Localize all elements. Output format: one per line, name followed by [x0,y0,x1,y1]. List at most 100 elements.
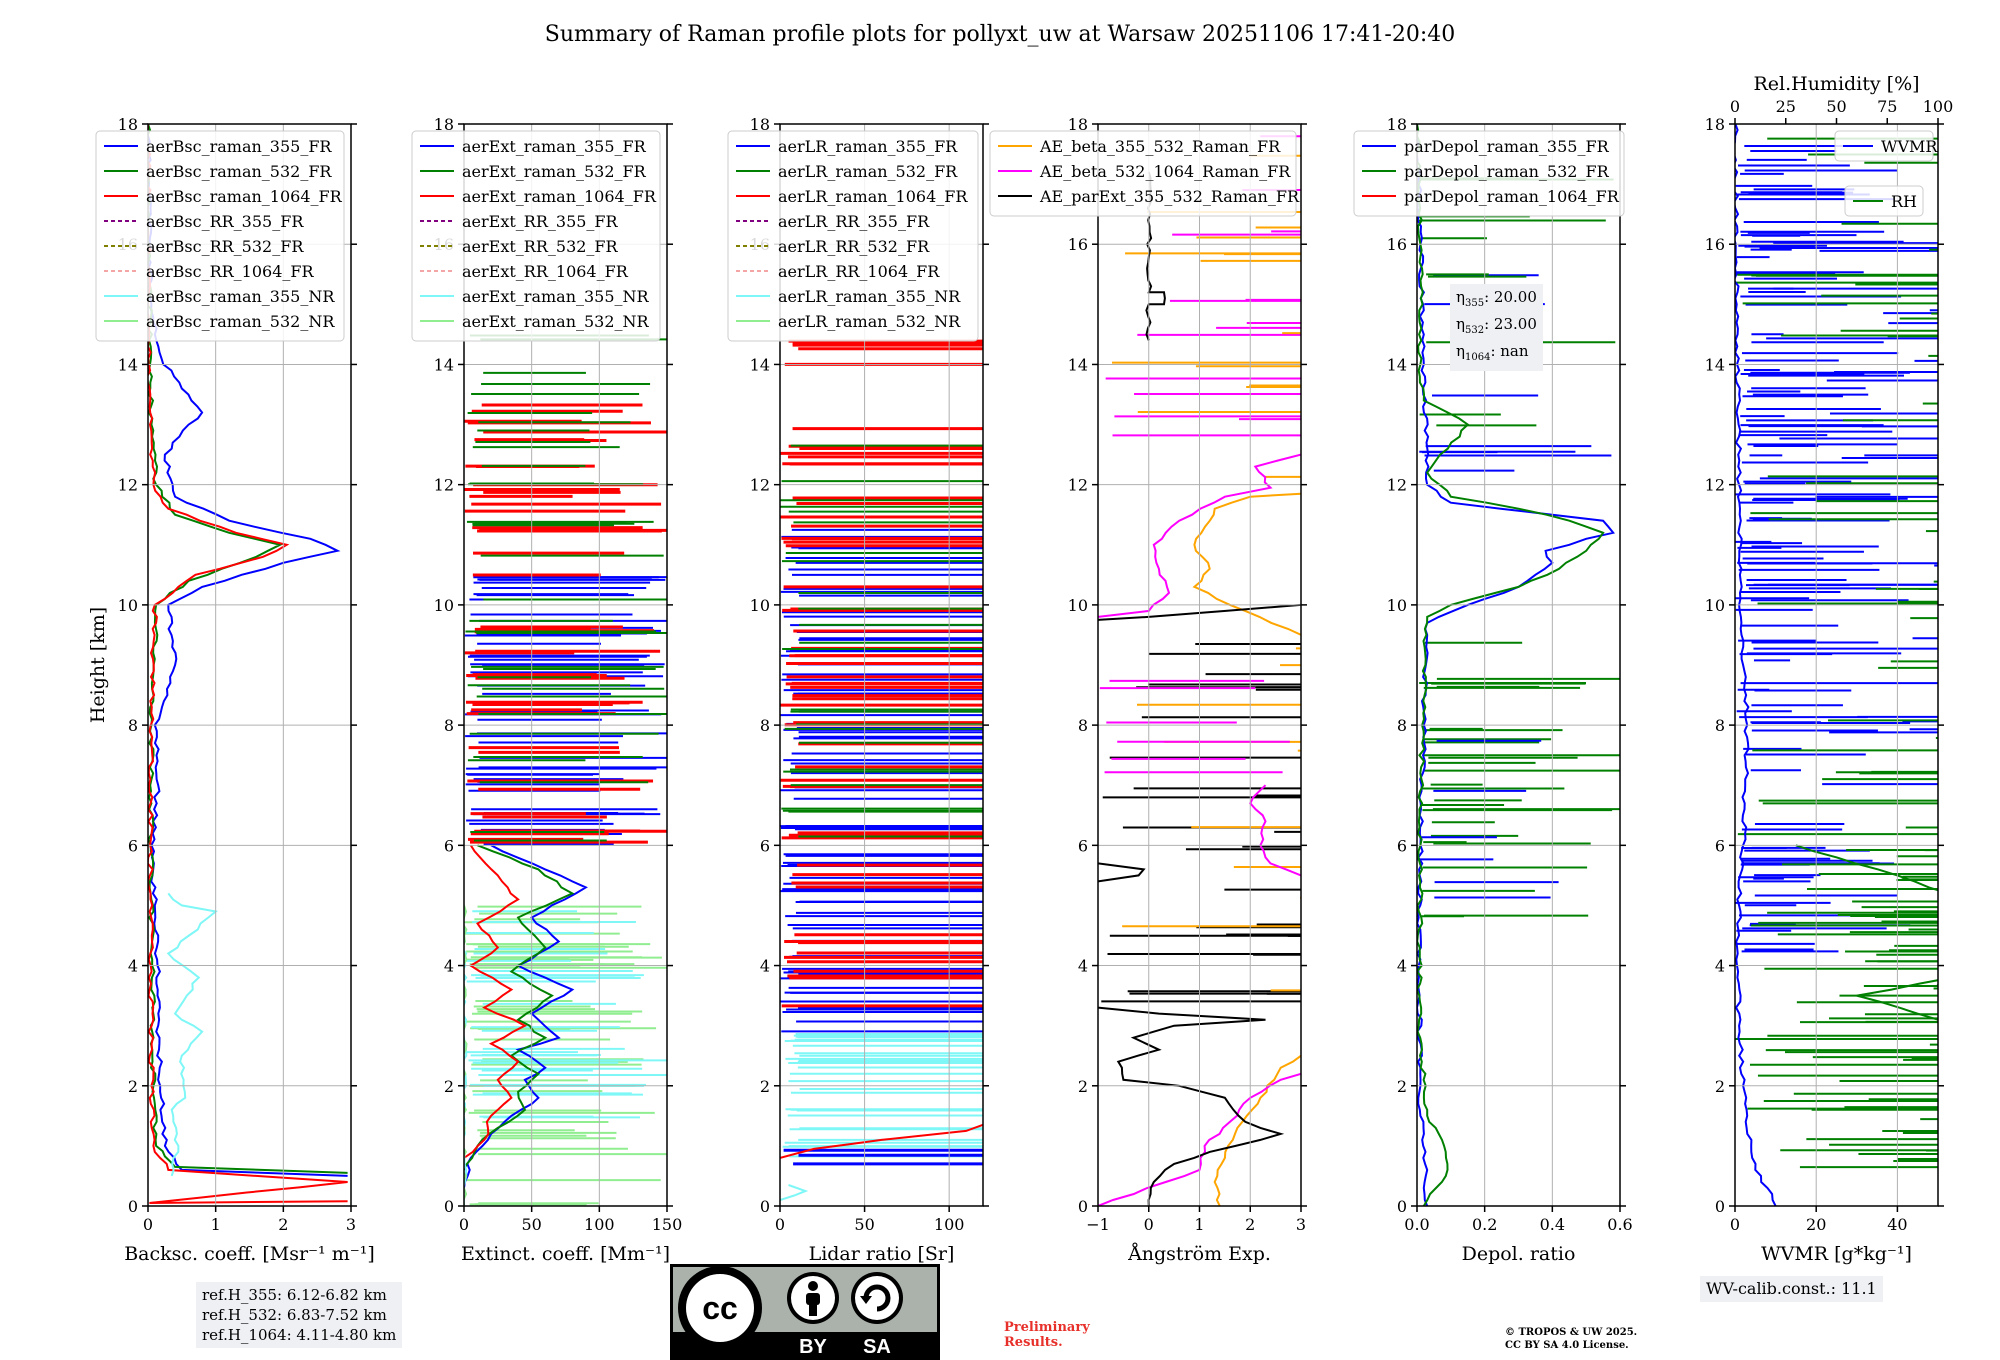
wv-calibration-box: WV-calib.const.: 11.1 [1700,1276,1883,1302]
artifact-lines-2 [782,1033,983,1158]
y-tick-label: 10 [750,596,770,615]
x-tick-label: 2 [1245,1215,1255,1234]
artifact-lines-2 [784,339,983,366]
y-tick-label: 6 [1715,836,1725,855]
series-group-depol [1417,124,1615,1206]
badge-sa-label: SA [863,1336,891,1358]
y-tick-label: 18 [1705,115,1725,134]
copyright-line-2: CC BY SA 4.0 License. [1505,1340,1629,1351]
cc-logo-icon: cc [678,1266,762,1350]
y-tick-label: 4 [444,957,454,976]
legend-lr: aerLR_raman_355_FR aerLR_raman_532_FR aerL… [727,130,979,342]
legend-label: aerExt_raman_1064_FR [462,187,657,206]
eta-box: η355: 20.00 η532: 23.00 η1064: nan [1450,284,1543,371]
preliminary-line-2: Results. [1004,1335,1063,1350]
series-WVMR [1735,124,1777,1206]
y-axis-label: Height [km] [87,607,109,723]
y-tick-label: 8 [128,716,138,735]
copyright-note: © TROPOS & UW 2025. CC BY SA 4.0 License… [1505,1326,1637,1352]
legend-label: aerExt_raman_355_FR [462,137,647,156]
badge-by-label: BY [799,1336,827,1358]
y-tick-label: 12 [750,476,770,495]
legend-box [411,130,661,342]
share-alike-icon [851,1272,903,1324]
figure-title: Summary of Raman profile plots for polly… [544,22,1456,47]
series-AE_beta_532_1064_Raman_FR [1098,453,1301,618]
y-tick-label: 14 [1068,355,1088,374]
legend-label: aerBsc_raman_355_FR [146,137,332,156]
legend-ext: aerExt_raman_355_FR aerExt_raman_532_FRae… [411,130,661,342]
cc-license-badge[interactable]: cc BY SA [670,1264,940,1360]
legend-label: aerBsc_raman_532_FR [146,162,332,181]
series-aerExt_raman_532_FR [464,844,575,1171]
x-tick-label: 0 [459,1215,469,1234]
x-axis-label: Backsc. coeff. [Msr⁻¹ m⁻¹] [124,1243,375,1265]
legend-label: RH [1891,192,1917,211]
y-tick-label: 2 [128,1077,138,1096]
legend-label: aerBsc_RR_355_FR [146,212,304,231]
eta-1064: η1064: nan [1456,342,1529,363]
axes-frame [1416,123,1621,1207]
y-tick-label: 6 [760,836,770,855]
ref-height-532: ref.H_532: 6.83-7.52 km [202,1306,387,1324]
axes-frame [463,123,668,1207]
axes-frame [779,123,984,1207]
legend-wv: WVMR RH [1834,130,1938,217]
y-tick-label: 10 [1068,596,1088,615]
series-group-wv [1735,124,1938,1206]
y-tick-label: 2 [444,1077,454,1096]
x-tick-label: 100 [934,1215,965,1234]
x-tick-label: 0.0 [1404,1215,1429,1234]
x-tick-label: 0.2 [1472,1215,1497,1234]
y-tick-label: 2 [1078,1077,1088,1096]
y-tick-label: 18 [1387,115,1407,134]
artifact-lines-2 [783,1148,983,1166]
legend-box [1844,185,1924,217]
artifact-lines-4 [1417,739,1559,899]
artifact-lines-3 [1099,679,1290,774]
legend-label: AE_parExt_355_532_Raman_FR [1039,187,1300,206]
artifact-lines-4 [1419,641,1620,918]
preliminary-line-1: Preliminary [1004,1320,1090,1335]
x-tick-label: 0 [143,1215,153,1234]
y-tick-label: 2 [1715,1077,1725,1096]
y-tick-label: 18 [750,115,770,134]
legend-label: aerBsc_raman_532_NR [146,312,335,331]
y-tick-label: 4 [128,957,138,976]
artifact-lines-2 [780,427,983,1008]
legend-label: AE_beta_532_1064_Raman_FR [1039,162,1291,181]
artifact-lines-1 [464,403,667,844]
axes-frame [1734,123,1939,1207]
series-parDepol_raman_532_FR [1417,124,1605,1206]
x-tick-label: 150 [652,1215,683,1234]
y-tick-label: 6 [1397,836,1407,855]
y-tick-label: 0 [1397,1197,1407,1216]
series-aerExt_raman_1064_FR [464,844,528,1159]
series-AE_parExt_355_532_Raman_FR [1098,862,1146,883]
y-tick-label: 4 [760,957,770,976]
y-tick-label: 8 [1715,716,1725,735]
series-aerBsc_raman_1064_FR [148,124,348,1204]
legend-box [727,130,979,342]
y-tick-label: 16 [1705,235,1725,254]
x-tick-label: 40 [1887,1215,1907,1234]
y-tick-label: 2 [760,1077,770,1096]
y-tick-label: 0 [760,1197,770,1216]
legend-label: aerLR_raman_532_FR [778,162,958,181]
legend-label: aerLR_RR_532_FR [778,237,930,256]
y-tick-label: 0 [128,1197,138,1216]
y-tick-label: 2 [1397,1077,1407,1096]
y-tick-label: 18 [434,115,454,134]
y-tick-label: 14 [1387,355,1407,374]
series-aerLR_raman_355_NR [780,1184,809,1201]
y-tick-label: 0 [1078,1197,1088,1216]
x-tick-label: 20 [1806,1215,1826,1234]
x-tick-label: 1 [1194,1215,1204,1234]
x-tick-label: 0 [775,1215,785,1234]
legend-label: aerExt_raman_532_FR [462,162,647,181]
series-AE_beta_355_532_Raman_FR [1213,1054,1301,1206]
y-tick-label: 0 [1715,1197,1725,1216]
legend-label: aerExt_raman_355_NR [462,287,650,306]
legend-box [1834,130,1934,162]
